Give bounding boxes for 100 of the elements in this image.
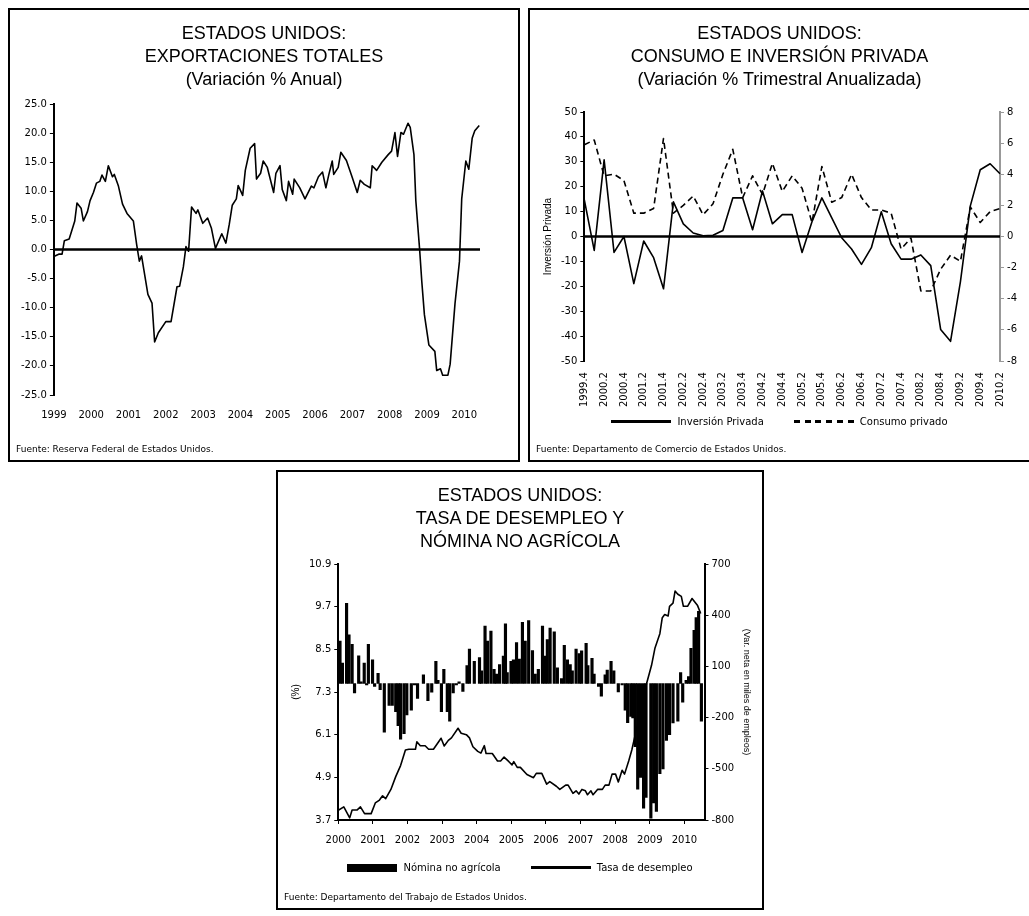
x-tick-label: 1999 xyxy=(41,408,67,420)
y-axis-title: Inversión Privada xyxy=(541,197,553,276)
bar xyxy=(382,683,386,733)
x-tick-label: 2010 xyxy=(671,833,698,845)
legend-label: Inversión Privada xyxy=(677,416,764,427)
x-tick-label: 2010 xyxy=(451,408,478,420)
bar xyxy=(616,683,620,693)
y-tick-label: 0 xyxy=(570,230,578,242)
x-tick-label: 2005 xyxy=(498,833,525,845)
x-tick-label: 2006 xyxy=(302,408,328,420)
x-tick-label: 2008 xyxy=(602,833,628,845)
y-axis-title: (%) xyxy=(289,684,301,700)
bar xyxy=(415,683,420,699)
y-tick-label: -20.0 xyxy=(21,359,47,371)
x-tick-label: 2009 xyxy=(637,833,663,845)
bar xyxy=(626,683,630,724)
x-tick-label: 2000.4 xyxy=(617,372,629,408)
bar xyxy=(514,642,519,684)
x-tick-label: 1999.4 xyxy=(577,372,589,408)
y-tick-label: -50 xyxy=(560,354,578,366)
x-tick-label: 2000 xyxy=(78,408,104,420)
chart-title: ESTADOS UNIDOS: TASA DE DESEMPLEO Y NÓMINA NO AGRÍCOLA xyxy=(414,484,626,553)
x-tick-label: 2004 xyxy=(227,408,254,420)
y-tick-label: 8.5 xyxy=(315,642,332,654)
x-tick-label: 2006.4 xyxy=(855,372,867,408)
y-tick-label: 10.0 xyxy=(24,184,47,196)
y-tick-label: 5.0 xyxy=(30,213,47,225)
bar xyxy=(409,683,413,711)
y-tick-label: 4.9 xyxy=(315,770,332,782)
legend-label: Nómina no agrícola xyxy=(403,862,501,873)
x-tick-label: 2003 xyxy=(190,408,216,420)
chart-subtitle: (Variación % Trimestral Anualizada) xyxy=(636,68,923,91)
y-tick-label: 10.9 xyxy=(309,557,332,569)
bar xyxy=(562,644,566,684)
x-tick-label: 2005.2 xyxy=(795,372,807,408)
y2-tick-label: 0 xyxy=(1007,230,1014,242)
x-tick-label: 2005 xyxy=(265,408,291,420)
bar xyxy=(448,683,452,722)
y2-tick-label: -500 xyxy=(711,762,735,774)
y-tick-label: 10 xyxy=(564,205,578,217)
bar xyxy=(574,648,578,684)
bar xyxy=(552,631,556,684)
chart-title: ESTADOS UNIDOS: EXPORTACIONES TOTALES xyxy=(144,23,384,66)
x-tick-label: 2003.2 xyxy=(716,372,728,408)
x-tick-label: 2007.2 xyxy=(874,372,886,408)
x-tick-label: 2001.2 xyxy=(637,372,649,408)
y-tick-label: 6.1 xyxy=(315,728,332,740)
bar xyxy=(609,661,613,684)
legend-label: Consumo privado xyxy=(859,416,948,427)
y-tick-label: 50 xyxy=(564,105,578,117)
bar xyxy=(483,625,487,684)
y-tick-label: -10 xyxy=(560,255,578,266)
x-tick-label: 2001 xyxy=(360,833,386,845)
x-tick-label: 2002 xyxy=(394,833,421,845)
source-note: Fuente: Reserva Federal de Estados Unidos. xyxy=(16,444,214,454)
x-tick-label: 2004.2 xyxy=(756,372,768,408)
x-tick-label: 2006 xyxy=(533,833,559,845)
y-tick-label: 20.0 xyxy=(24,126,47,138)
y2-tick-label: -6 xyxy=(1007,323,1018,335)
y2-tick-label: 4 xyxy=(1007,167,1014,179)
bar xyxy=(654,683,658,812)
y2-tick-label: 100 xyxy=(711,659,731,671)
y2-axis-title: (Var. neta en miles de empleos) xyxy=(742,628,753,756)
y2-tick-label: -2 xyxy=(1007,261,1018,273)
bar xyxy=(467,648,472,684)
bar xyxy=(520,622,524,684)
bar xyxy=(472,661,476,684)
y-tick-label: 7.3 xyxy=(315,685,332,697)
y-tick-label: 15.0 xyxy=(24,155,47,167)
y-tick-label: -40 xyxy=(560,329,578,341)
x-tick-label: 2002.2 xyxy=(676,372,688,408)
y2-tick-label: -4 xyxy=(1007,292,1018,304)
legend-label: Tasa de desempleo xyxy=(596,862,693,873)
source-note: Fuente: Departamento del Trabajo de Estados Unidos. xyxy=(284,892,527,902)
x-tick-label: 2002 xyxy=(153,408,179,420)
y2-tick-label: 400 xyxy=(711,608,731,620)
y-tick-label: 9.7 xyxy=(315,600,332,612)
y-tick-label: 40 xyxy=(564,130,578,142)
x-tick-label: 2007.4 xyxy=(894,372,906,408)
x-tick-label: 2006.2 xyxy=(835,372,847,408)
y2-tick-label: 8 xyxy=(1007,105,1014,117)
x-tick-label: 2007 xyxy=(567,833,594,845)
y-tick-label: 0.0 xyxy=(30,243,47,255)
x-tick-label: 2001.4 xyxy=(657,372,669,408)
x-tick-label: 2009.2 xyxy=(954,372,966,408)
y2-tick-label: 2 xyxy=(1007,198,1014,210)
y2-tick-label: 6 xyxy=(1007,136,1014,148)
x-tick-label: 2001 xyxy=(115,408,142,420)
x-tick-label: 2010.2 xyxy=(993,372,1005,408)
bar xyxy=(661,683,665,770)
x-tick-label: 2009.4 xyxy=(973,372,985,408)
x-tick-label: 2007 xyxy=(339,408,366,420)
y2-tick-label: 700 xyxy=(711,557,731,569)
source-note: Fuente: Departamento de Comercio de Estados Unidos. xyxy=(536,444,787,454)
bar xyxy=(636,683,640,790)
y2-tick-label: -200 xyxy=(711,711,735,723)
y-tick-label: -20 xyxy=(560,279,578,291)
bar xyxy=(366,643,370,684)
bar xyxy=(527,620,531,684)
y2-tick-label: -8 xyxy=(1007,354,1018,366)
